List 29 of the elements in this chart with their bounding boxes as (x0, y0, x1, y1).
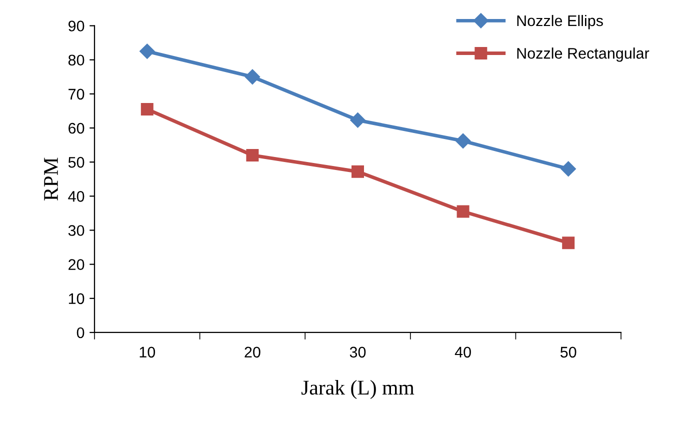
y-tick-label: 0 (76, 327, 84, 338)
point (352, 165, 364, 178)
y-tick-label: 30 (68, 225, 84, 236)
point (246, 149, 259, 162)
point (562, 236, 575, 250)
y-tick-label: 90 (68, 20, 84, 32)
legend-label: Nozzle Rectangular (517, 48, 650, 62)
x-tick-label: 10 (140, 346, 156, 358)
x-tick-label: 50 (560, 346, 576, 358)
x-tick-label: 30 (350, 346, 366, 358)
x-tick-label: 20 (244, 346, 260, 358)
y-tick-label: 10 (68, 293, 84, 304)
point (350, 112, 366, 128)
point (244, 69, 260, 84)
point (140, 102, 154, 116)
y-tick-label: 40 (68, 191, 84, 202)
point (140, 44, 155, 59)
point (560, 161, 576, 176)
point (456, 205, 470, 218)
y-tick-label: 20 (68, 259, 84, 270)
y-tick-label: 70 (68, 88, 84, 100)
x-axis-title: Jarak (L) mm (301, 380, 414, 399)
y-tick-label: 80 (68, 54, 84, 66)
legend-label: Nozzle Ellips (517, 14, 603, 30)
point (455, 133, 471, 149)
y-axis-title: RPM (44, 158, 58, 201)
x-tick-label: 40 (454, 346, 471, 358)
y-tick-label: 60 (68, 122, 84, 134)
y-tick-label: 50 (68, 156, 84, 168)
